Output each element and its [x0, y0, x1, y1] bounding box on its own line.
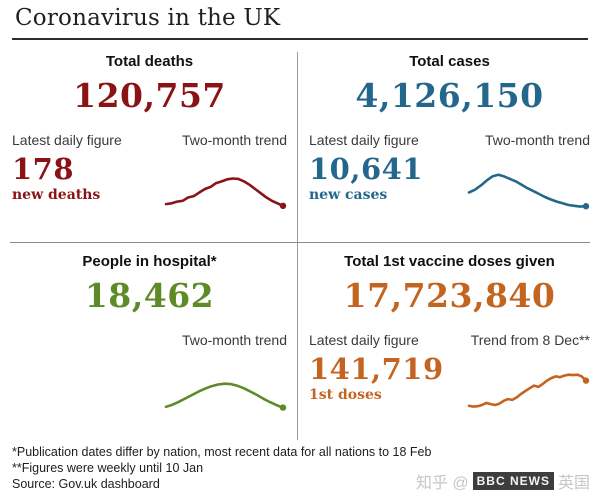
footnote-source: Source: Gov.uk dashboard — [12, 477, 160, 491]
panel-people-in-hospital: People in hospital* 18,462 Two-month tre… — [0, 242, 297, 443]
deaths-latest-caption: new deaths — [12, 187, 101, 204]
vaccine-latest-value: 141,719 — [309, 352, 444, 386]
panel-deaths-header: Total deaths — [105, 53, 194, 70]
cases-trend-label: Two-month trend — [484, 132, 590, 148]
hospital-labels-row: Two-month trend — [12, 332, 287, 348]
vertical-divider — [297, 52, 298, 440]
deaths-trend-label: Two-month trend — [181, 132, 287, 148]
hospital-trend-label: Two-month trend — [181, 332, 287, 348]
panel-cases-header: Total cases — [409, 53, 490, 70]
horizontal-divider — [10, 242, 590, 243]
panel-total-deaths: Total deaths 120,757 Latest daily figure… — [0, 42, 297, 242]
cases-stat-row: 10,641 new cases — [309, 154, 590, 214]
deaths-latest-value: 178 — [12, 152, 75, 186]
watermark-suffix: 英国 — [557, 475, 590, 492]
vaccine-labels-row: Latest daily figure Trend from 8 Dec** — [309, 332, 590, 348]
cases-trend-sparkline — [465, 164, 590, 214]
deaths-latest-block: 178 new deaths — [12, 154, 100, 203]
vaccine-trend-sparkline — [465, 364, 590, 414]
footnote-weekly-figures: **Figures were weekly until 10 Jan — [12, 461, 204, 475]
deaths-labels-row: Latest daily figure Two-month trend — [12, 132, 287, 148]
footnotes: *Publication dates differ by nation, mos… — [12, 444, 431, 492]
cases-latest-block: 10,641 new cases — [309, 154, 423, 203]
title-underline — [12, 38, 588, 40]
cases-latest-caption: new cases — [309, 187, 388, 204]
deaths-latest-label: Latest daily figure — [12, 132, 122, 148]
zhihu-watermark: 知乎 @ BBC NEWS 英国 — [416, 469, 590, 493]
hospital-stat-row — [12, 354, 287, 420]
cases-latest-value: 10,641 — [309, 152, 423, 186]
deaths-trend-sparkline — [162, 164, 287, 214]
cases-latest-label: Latest daily figure — [309, 132, 419, 148]
panel-vaccine-doses: Total 1st vaccine doses given 17,723,840… — [297, 242, 600, 443]
vaccine-trend-label: Trend from 8 Dec** — [470, 332, 590, 348]
deaths-total-value: 120,757 — [73, 76, 226, 115]
panel-total-cases: Total cases 4,126,150 Latest daily figur… — [297, 42, 600, 242]
bbc-news-logo: BBC NEWS — [472, 472, 554, 490]
panel-hospital-header: People in hospital* — [82, 253, 217, 270]
hospital-total-value: 18,462 — [84, 276, 215, 315]
cases-labels-row: Latest daily figure Two-month trend — [309, 132, 590, 148]
panel-vaccine-header: Total 1st vaccine doses given — [344, 253, 555, 270]
footnote-publication-dates: *Publication dates differ by nation, mos… — [12, 445, 432, 459]
vaccine-stat-row: 141,719 1st doses — [309, 354, 590, 414]
vaccine-latest-block: 141,719 1st doses — [309, 354, 444, 403]
stats-grid: Total deaths 120,757 Latest daily figure… — [0, 42, 600, 443]
page-title: Coronavirus in the UK — [15, 5, 281, 31]
deaths-stat-row: 178 new deaths — [12, 154, 287, 214]
vaccine-total-value: 17,723,840 — [343, 276, 556, 315]
vaccine-latest-caption: 1st doses — [309, 387, 382, 404]
hospital-trend-sparkline — [162, 370, 287, 420]
vaccine-latest-label: Latest daily figure — [309, 332, 419, 348]
cases-total-value: 4,126,150 — [355, 76, 544, 115]
watermark-prefix: 知乎 @ — [415, 475, 469, 492]
